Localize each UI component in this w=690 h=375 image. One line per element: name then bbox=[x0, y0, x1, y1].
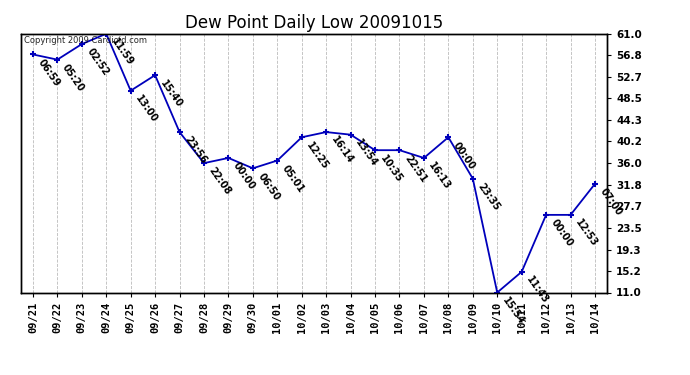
Text: 15:40: 15:40 bbox=[158, 78, 184, 109]
Text: 10:35: 10:35 bbox=[378, 153, 404, 184]
Text: 11:43: 11:43 bbox=[524, 274, 551, 306]
Text: 23:56: 23:56 bbox=[182, 135, 208, 166]
Text: 07:00: 07:00 bbox=[598, 187, 624, 218]
Text: 06:50: 06:50 bbox=[255, 171, 282, 202]
Text: 16:13: 16:13 bbox=[426, 161, 453, 192]
Text: 02:52: 02:52 bbox=[85, 47, 110, 78]
Text: Copyright 2009 Cardioid.com: Copyright 2009 Cardioid.com bbox=[23, 36, 147, 45]
Text: 12:53: 12:53 bbox=[573, 217, 600, 249]
Text: 00:00: 00:00 bbox=[231, 161, 257, 192]
Text: 22:08: 22:08 bbox=[207, 166, 233, 197]
Text: 05:20: 05:20 bbox=[60, 62, 86, 93]
Text: 12:25: 12:25 bbox=[304, 140, 331, 171]
Text: 22:51: 22:51 bbox=[402, 153, 428, 184]
Text: 06:59: 06:59 bbox=[36, 57, 61, 88]
Text: 16:14: 16:14 bbox=[329, 135, 355, 166]
Text: 00:00: 00:00 bbox=[549, 217, 575, 249]
Text: 15:54: 15:54 bbox=[500, 295, 526, 326]
Text: 00:00: 00:00 bbox=[451, 140, 477, 171]
Text: 13:00: 13:00 bbox=[133, 93, 159, 124]
Text: 13:54: 13:54 bbox=[353, 138, 380, 169]
Text: 11:59: 11:59 bbox=[109, 36, 135, 68]
Text: 23:35: 23:35 bbox=[475, 182, 502, 213]
Title: Dew Point Daily Low 20091015: Dew Point Daily Low 20091015 bbox=[185, 14, 443, 32]
Text: 05:01: 05:01 bbox=[280, 164, 306, 195]
